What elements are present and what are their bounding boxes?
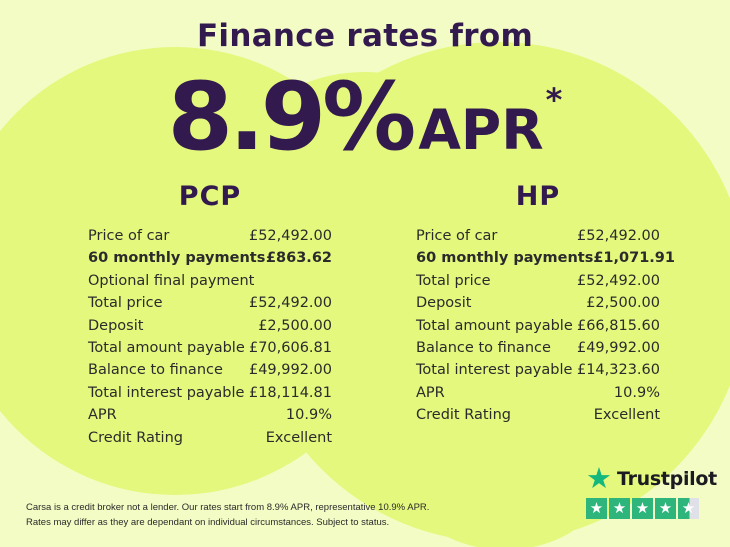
row-label: Credit Rating [416,407,511,424]
rate-asterisk: * [545,81,563,119]
trustpilot-rating-stars: ★ ★ ★ ★ ★ [586,498,717,519]
rating-star-box-half: ★ [678,498,699,519]
finance-row: Total amount payable £70,606.81 [88,337,332,359]
row-value: £1,071.91 [593,250,675,267]
finance-row: Total price £52,492.00 [416,270,660,292]
trustpilot-badge[interactable]: ★ Trustpilot ★ ★ ★ ★ ★ [586,464,717,519]
row-label: APR [88,407,117,424]
disclaimer-line-2: Rates may differ as they are dependant o… [26,516,390,528]
finance-row: 60 monthly payments £1,071.91 [416,247,675,269]
row-label: Total price [416,272,491,289]
finance-row: APR 10.9% [416,382,660,404]
finance-row: Balance to finance £49,992.00 [88,359,332,381]
finance-row: Deposit £2,500.00 [88,315,332,337]
finance-row: 60 monthly payments £863.62 [88,247,332,269]
row-label: Deposit [416,295,472,312]
row-label: Total amount payable [416,317,573,334]
pcp-heading: PCP [178,181,242,212]
headline-rate: 8.9% APR * [0,52,730,184]
row-value: 10.9% [285,407,332,424]
apr-label: APR [418,98,544,162]
finance-row: Price of car £52,492.00 [416,225,660,247]
disclaimer-line-1: Carsa is a credit broker not a lender. O… [26,502,430,513]
row-value: £14,323.60 [576,362,660,379]
row-label: Total price [88,295,163,312]
finance-row: Credit Rating Excellent [88,427,332,449]
hp-heading: HP [515,181,561,212]
row-value: Excellent [593,407,660,424]
row-label: Price of car [88,228,170,244]
row-label: Price of car [416,228,498,244]
trustpilot-logo: ★ Trustpilot [586,464,717,493]
finance-row: Total interest payable £18,114.81 [88,382,332,404]
row-label: Total interest payable [88,384,245,401]
finance-row: Deposit £2,500.00 [416,292,660,314]
row-label: Total interest payable [416,362,573,379]
finance-row: Optional final payment [88,270,332,292]
rating-star-box: ★ [632,498,653,519]
row-label: 60 monthly payments [416,250,594,267]
row-label: 60 monthly payments [88,250,266,267]
rating-star-box: ★ [609,498,630,519]
row-label: Credit Rating [88,429,183,446]
row-label: Balance to finance [88,362,223,379]
row-label: Optional final payment [88,272,255,289]
row-value: £18,114.81 [248,384,332,401]
row-value: 10.9% [613,384,660,401]
row-value: £2,500.00 [586,295,660,312]
row-value: £49,992.00 [248,362,332,379]
finance-row: APR 10.9% [88,404,332,426]
row-value: £2,500.00 [258,317,332,334]
rate-value: 8.9% [167,63,417,172]
row-value: £52,492.00 [576,228,660,244]
finance-row: Total interest payable £14,323.60 [416,359,660,381]
row-value: £52,492.00 [248,295,332,312]
hp-column: HP Price of car £52,492.00 60 monthly pa… [416,181,675,427]
background-blob-bottom-bridge [390,352,620,547]
finance-row: Price of car £52,492.00 [88,225,332,247]
row-value: £49,992.00 [576,339,660,356]
row-label: Total amount payable [88,339,245,356]
finance-rates-title: Finance rates from [196,18,534,54]
rating-star-box: ★ [655,498,676,519]
finance-row: Total price £52,492.00 [88,292,332,314]
row-value: £52,492.00 [576,272,660,289]
disclaimer-text: Carsa is a credit broker not a lender. O… [26,501,446,530]
finance-row: Credit Rating Excellent [416,404,660,426]
trustpilot-wordmark: Trustpilot [617,467,717,490]
finance-row: Total amount payable £66,815.60 [416,315,660,337]
rating-star-box: ★ [586,498,607,519]
row-value: £863.62 [265,250,332,267]
row-label: Deposit [88,317,144,334]
row-value: £66,815.60 [576,317,660,334]
row-label: APR [416,384,445,401]
pcp-column: PCP Price of car £52,492.00 60 monthly p… [88,181,332,449]
trustpilot-star-icon: ★ [586,461,612,495]
finance-row: Balance to finance £49,992.00 [416,337,660,359]
row-label: Balance to finance [416,339,551,356]
row-value: £70,606.81 [248,339,332,356]
row-value: Excellent [265,429,332,446]
row-value: £52,492.00 [248,228,332,244]
